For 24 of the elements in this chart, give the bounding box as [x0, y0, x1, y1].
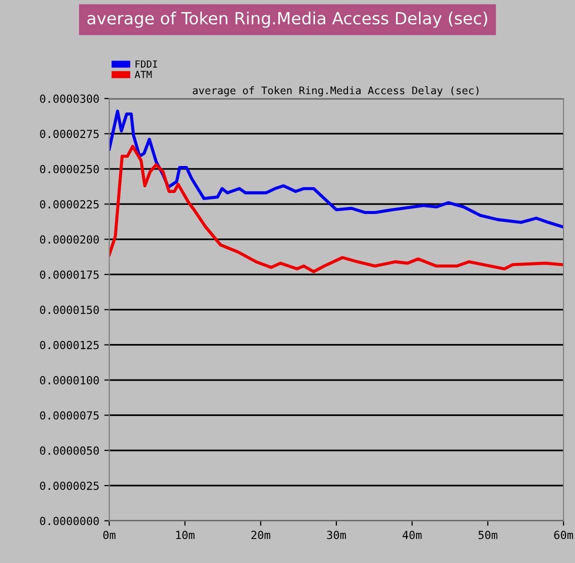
x-tick-label: 40m: [402, 530, 422, 540]
y-tick-label: 0.0000175: [40, 270, 99, 279]
x-tick-label: 50m: [478, 530, 498, 540]
y-tick-label: 0.0000300: [40, 94, 99, 103]
x-tick-label: 20m: [251, 530, 270, 540]
y-tick-label: 0.0000225: [40, 200, 99, 208]
x-tick-label: 60m: [554, 530, 574, 540]
y-tick-label: 0.0000075: [40, 411, 99, 420]
y-tick-label: 0.0000125: [40, 340, 99, 350]
y-tick-label: 0.0000150: [40, 306, 99, 314]
y-tick-label: 0.0000000: [40, 516, 99, 526]
legend-label: FDDI: [136, 60, 157, 68]
y-tick-label: 0.0000200: [40, 235, 99, 244]
y-tick-label: 0.0000275: [40, 130, 99, 138]
x-tick-label: 10m: [176, 530, 194, 540]
y-tick-label: 0.0000050: [40, 446, 99, 455]
x-tick-label: 30m: [327, 530, 346, 540]
chart-subtitle: average of Token Ring.Media Access Delay (sec): [192, 86, 478, 96]
y-tick-label: 0.0000250: [40, 164, 99, 174]
chart-title: average of Token Ring.Media Access Delay (sec): [87, 12, 488, 28]
y-tick-label: 0.0000100: [40, 376, 99, 384]
x-tick-label: 0m: [103, 530, 116, 540]
legend-label: ATM: [134, 70, 152, 78]
y-tick-label: 0.0000025: [40, 482, 99, 490]
